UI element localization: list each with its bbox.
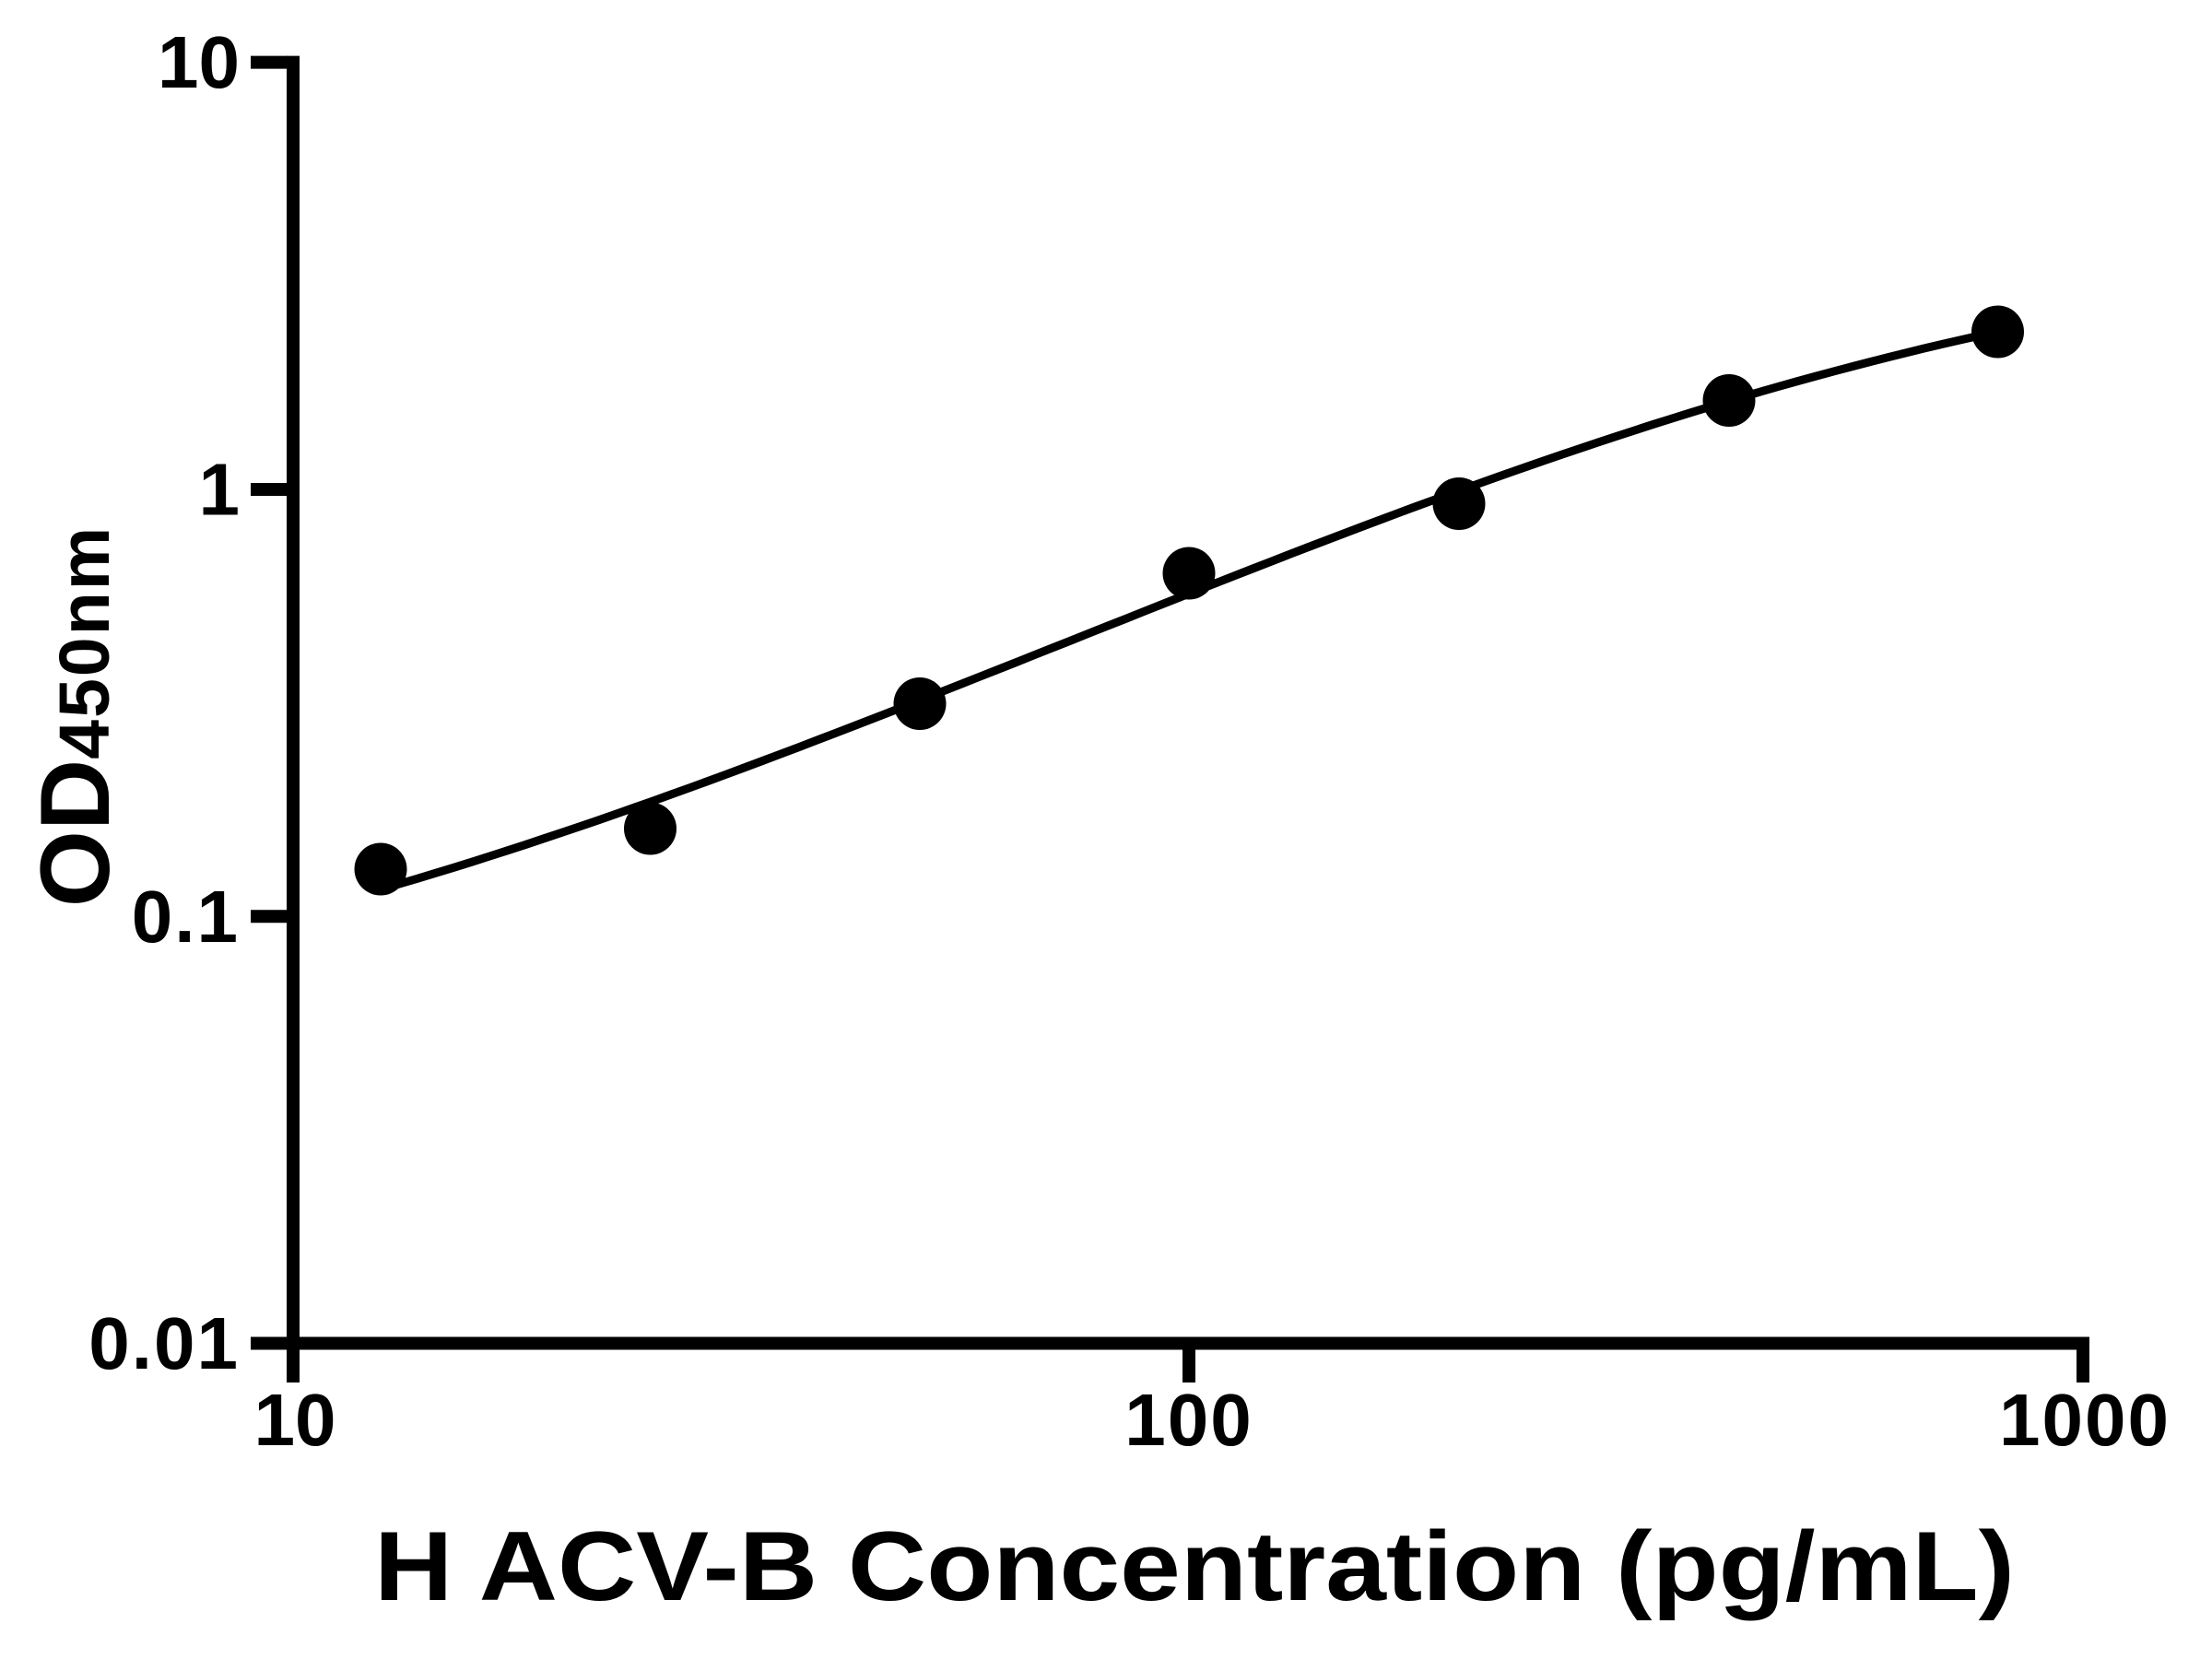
- svg-text:1: 1: [199, 449, 241, 531]
- svg-text:H ACV-B Concentration (pg/mL): H ACV-B Concentration (pg/mL): [374, 1511, 2015, 1621]
- svg-text:100: 100: [1124, 1379, 1253, 1461]
- svg-text:10: 10: [254, 1379, 336, 1461]
- svg-text:0.1: 0.1: [132, 876, 240, 958]
- svg-text:1000: 1000: [1999, 1379, 2171, 1461]
- svg-text:0.01: 0.01: [88, 1302, 240, 1384]
- svg-text:10: 10: [158, 21, 240, 103]
